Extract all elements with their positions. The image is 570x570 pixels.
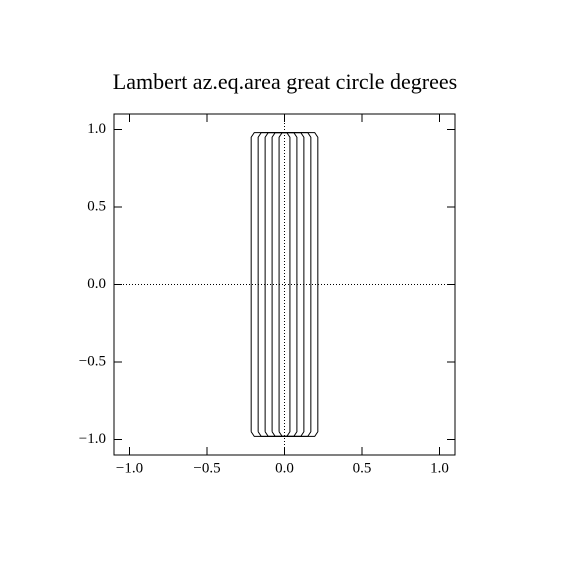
x-tick-label: 0.0 <box>275 460 294 476</box>
x-tick-label: 1.0 <box>430 460 449 476</box>
y-tick-label: −1.0 <box>79 431 106 447</box>
contour-line <box>271 132 298 437</box>
chart-title: Lambert az.eq.area great circle degrees <box>113 69 457 94</box>
x-tick-label: −0.5 <box>193 460 220 476</box>
y-tick-label: 1.0 <box>87 121 106 137</box>
contour-line <box>278 132 291 437</box>
x-tick-label: −1.0 <box>116 460 143 476</box>
x-tick-label: 0.5 <box>353 460 372 476</box>
y-tick-label: −0.5 <box>79 353 106 369</box>
y-tick-label: 0.5 <box>87 198 106 214</box>
y-tick-label: 0.0 <box>87 276 106 292</box>
